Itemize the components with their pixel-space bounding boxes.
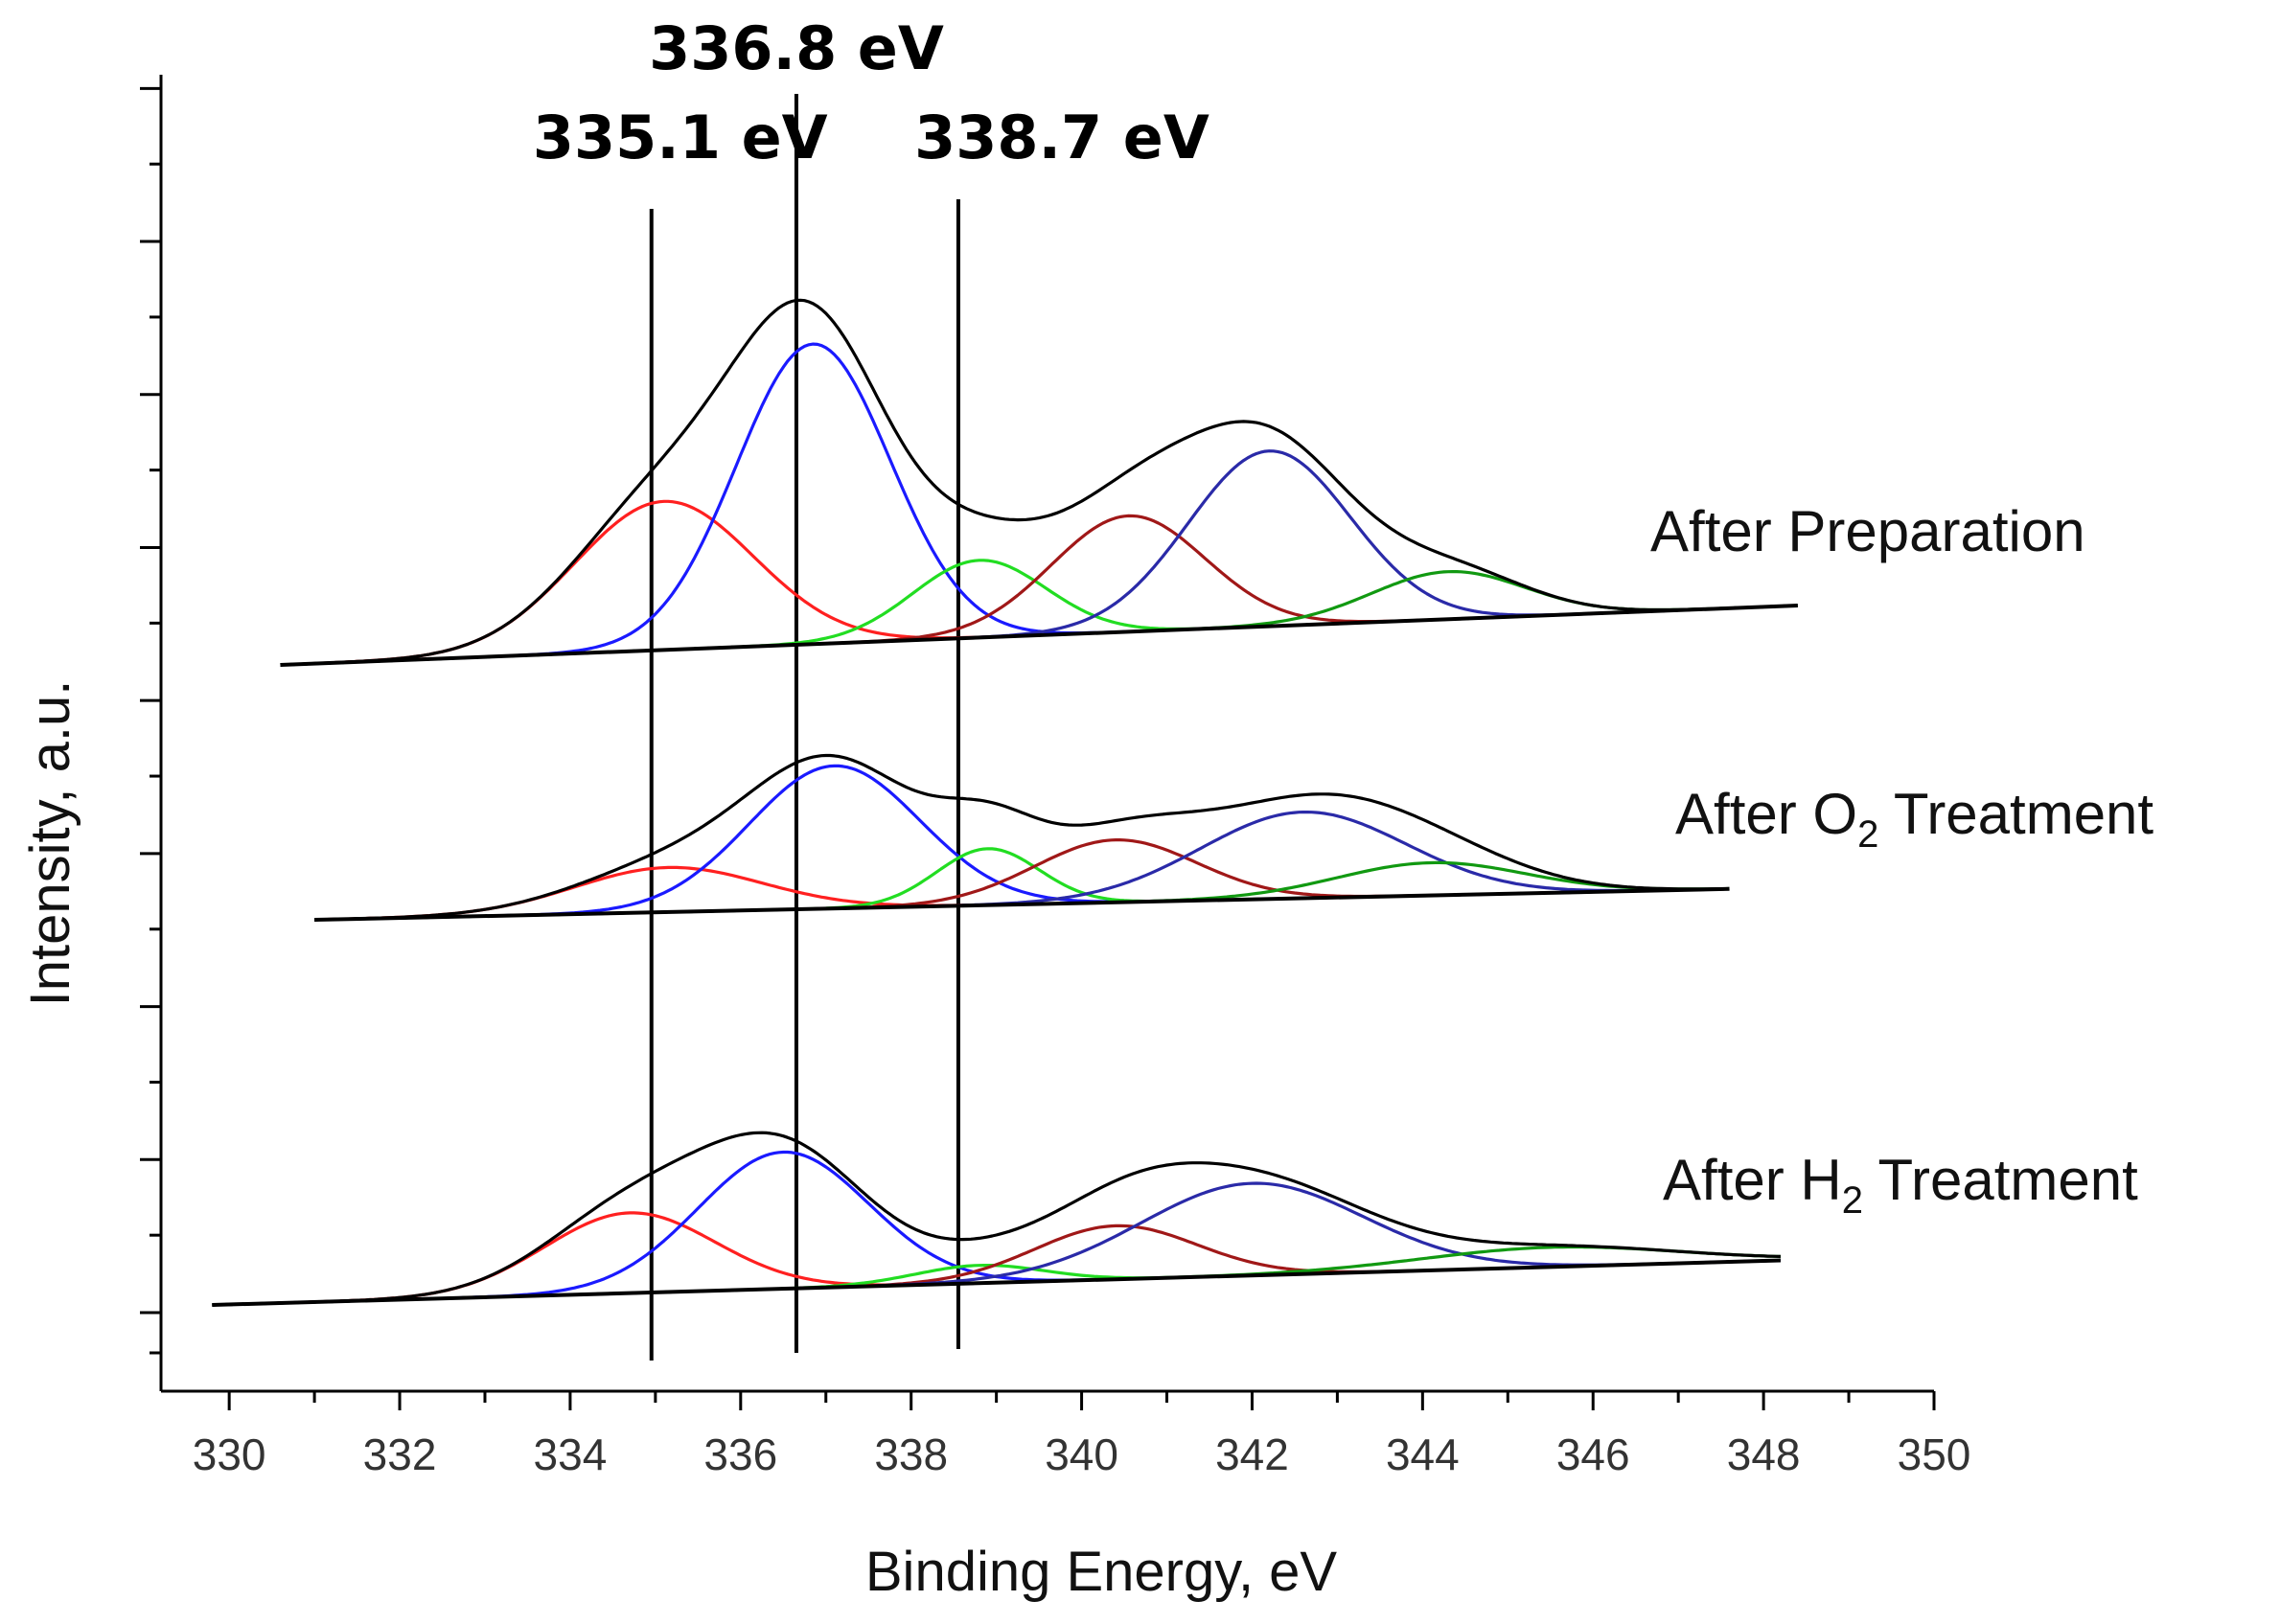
spectrum-group	[280, 298, 1798, 667]
x-tick-label: 344	[1386, 1430, 1460, 1479]
axes: 330 332 334 336 338 340 342 344 346 348 350 Binding…	[19, 75, 1970, 1603]
x-tick-label: 338	[874, 1430, 948, 1479]
spectrum-label-main: After O	[1675, 782, 1857, 846]
y-axis-title: Intensity, a.u.	[19, 680, 81, 1007]
x-tick-label: 348	[1727, 1430, 1801, 1479]
spectra	[212, 298, 1798, 1307]
x-tick-label: 340	[1045, 1430, 1118, 1479]
spectrum-label-subscript: 2	[1842, 1179, 1863, 1222]
component-curve-blue	[280, 342, 1798, 667]
component-curve-blue	[314, 764, 1730, 922]
spectrum-label: After O2 Treatment	[1675, 782, 2153, 856]
spectrum-label: After H2 Treatment	[1663, 1148, 2138, 1222]
x-tick-label: 342	[1215, 1430, 1289, 1479]
spectrum-label: After Preparation	[1650, 499, 2085, 563]
envelope-curve	[212, 1131, 1781, 1307]
reference-label: 335.1 eV	[533, 103, 828, 172]
component-curve-darkblue	[280, 449, 1798, 667]
x-axis-title: Binding Energy, eV	[865, 1541, 1338, 1603]
spectrum-group	[212, 1131, 1781, 1307]
envelope-curve	[280, 298, 1798, 667]
baseline-line	[314, 886, 1730, 922]
x-tick-label: 330	[193, 1430, 266, 1479]
spectrum-group	[314, 753, 1730, 922]
reference-lines: 335.1 eV 336.8 eV 338.7 eV	[533, 13, 1209, 1361]
component-curve-darkgreen	[280, 570, 1798, 667]
x-tick-label: 334	[534, 1430, 608, 1479]
envelope-curve	[314, 753, 1730, 922]
spectrum-label-main: After Preparation	[1650, 499, 2085, 563]
spectrum-label-main: After H	[1663, 1148, 1842, 1212]
reference-label: 338.7 eV	[914, 103, 1209, 172]
component-curve-brown	[314, 838, 1730, 922]
x-tick-label: 350	[1898, 1430, 1971, 1479]
component-curve-brown	[280, 514, 1798, 667]
spectrum-label-suffix: Treatment	[1863, 1148, 2138, 1212]
spectrum-label-subscript: 2	[1857, 813, 1878, 856]
spectrum-label-suffix: Treatment	[1878, 782, 2153, 846]
baseline-line	[212, 1258, 1781, 1307]
baseline-line	[280, 604, 1798, 667]
x-tick-label: 346	[1556, 1430, 1630, 1479]
x-tick-label: 332	[363, 1430, 437, 1479]
x-tick-label: 336	[703, 1430, 777, 1479]
reference-label: 336.8 eV	[649, 13, 944, 83]
